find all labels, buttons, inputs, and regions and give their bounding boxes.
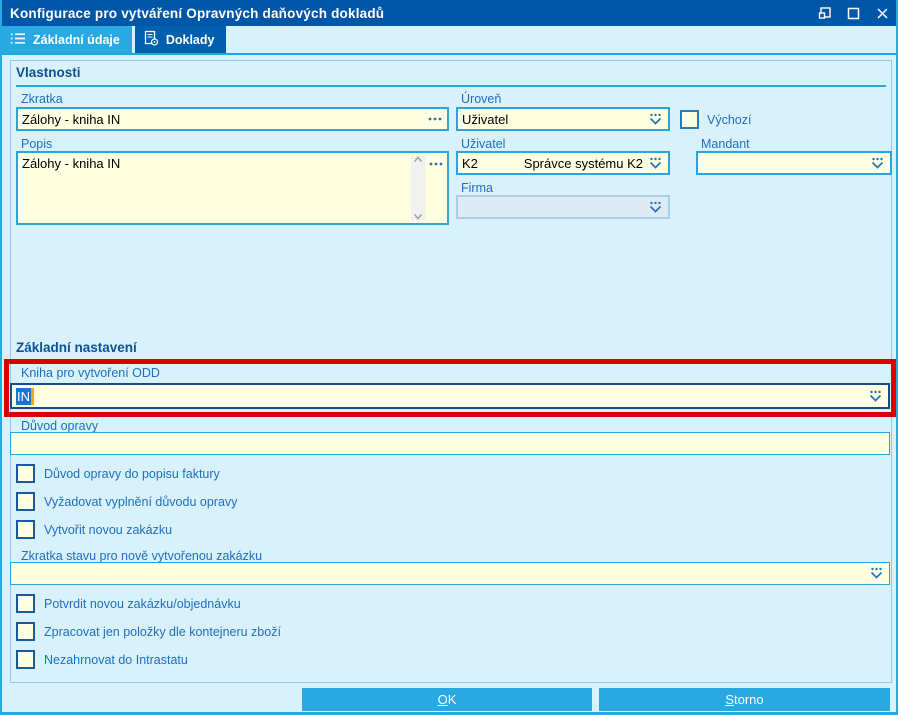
document-icon — [143, 30, 159, 49]
maximize-icon[interactable] — [846, 6, 861, 21]
uroven-value: Uživatel — [462, 111, 509, 127]
zkratka-field[interactable]: Zálohy - kniha IN — [16, 107, 449, 131]
kniha-odd-value: IN — [16, 387, 31, 405]
zkratka-stavu-label: Zkratka stavu pro nově vytvořenou zakázk… — [21, 549, 263, 563]
vychozi-label: Výchozí — [707, 113, 752, 127]
firma-label: Firma — [461, 181, 493, 195]
section-header-zakladni-nastaveni: Základní nastavení — [16, 340, 137, 355]
zpracovat-polozky-label: Zpracovat jen položky dle kontejneru zbo… — [44, 625, 281, 639]
mandant-label: Mandant — [701, 137, 750, 151]
zkratka-stavu-combo[interactable] — [10, 562, 890, 585]
vyzadovat-vyplneni-label: Vyžadovat vyplnění důvodu opravy — [44, 495, 238, 509]
uzivatel-combo[interactable]: K2 Správce systému K2 — [456, 151, 670, 175]
scrollbar[interactable] — [411, 156, 425, 220]
zkratka-value: Zálohy - kniha IN — [22, 111, 121, 127]
duvod-do-popisu-checkbox[interactable] — [16, 464, 35, 483]
uzivatel-name: Správce systému K2 — [523, 155, 643, 171]
duvod-opravy-field[interactable] — [10, 432, 890, 455]
zpracovat-polozky-checkbox[interactable] — [16, 622, 35, 641]
vytvorit-zakazku-label: Vytvořit novou zakázku — [44, 523, 173, 537]
nezahrnovat-intrastat-checkbox[interactable] — [16, 650, 35, 669]
dropdown-arrow-icon — [647, 201, 664, 214]
dropdown-arrow-icon[interactable] — [868, 567, 885, 580]
popis-textarea[interactable]: Zálohy - kniha IN — [16, 151, 449, 225]
storno-button-label-rest: torno — [734, 692, 764, 707]
ellipsis-icon[interactable] — [428, 161, 444, 167]
chevron-down-icon — [413, 214, 423, 220]
uroven-label: Úroveň — [461, 92, 502, 106]
tab-label: Základní údaje — [33, 32, 120, 47]
window-controls — [817, 6, 890, 21]
vytvorit-zakazku-checkbox[interactable] — [16, 520, 35, 539]
chevron-up-icon — [413, 156, 423, 162]
uzivatel-label: Uživatel — [461, 137, 506, 151]
nezahrnovat-intrastat-label: Nezahrnovat do Intrastatu — [44, 653, 188, 667]
window-title: Konfigurace pro vytváření Opravných daňo… — [10, 5, 385, 21]
dropdown-arrow-icon[interactable] — [869, 157, 886, 170]
storno-button-label: S — [725, 692, 735, 707]
vychozi-checkbox[interactable] — [680, 110, 699, 129]
kniha-odd-label: Kniha pro vytvoření ODD — [21, 366, 160, 380]
kniha-odd-combo[interactable]: IN — [10, 383, 890, 409]
list-icon — [10, 32, 26, 48]
ok-button-label-rest: K — [447, 692, 457, 707]
tab-label: Doklady — [165, 32, 215, 47]
dropdown-arrow-icon[interactable] — [647, 157, 664, 170]
restore-icon[interactable] — [817, 6, 832, 21]
section-divider — [16, 85, 886, 87]
duvod-do-popisu-label: Důvod opravy do popisu faktury — [44, 467, 220, 481]
popis-value: Zálohy - kniha IN — [22, 156, 121, 171]
potvrdit-zakazku-checkbox[interactable] — [16, 594, 35, 613]
mandant-combo[interactable] — [696, 151, 892, 175]
tab-doklady[interactable]: Doklady — [134, 26, 227, 53]
firma-combo — [456, 195, 670, 219]
zkratka-label: Zkratka — [21, 92, 63, 106]
text-caret — [31, 387, 34, 405]
dropdown-arrow-icon[interactable] — [867, 390, 884, 403]
popis-label: Popis — [21, 137, 53, 151]
dropdown-arrow-icon[interactable] — [647, 113, 664, 126]
duvod-opravy-label: Důvod opravy — [21, 419, 99, 433]
tab-zakladni-udaje[interactable]: Základní údaje — [2, 26, 132, 53]
section-header-vlastnosti: Vlastnosti — [16, 65, 81, 80]
tab-bar: Základní údaje Doklady — [2, 26, 896, 55]
ellipsis-icon[interactable] — [427, 116, 443, 122]
uzivatel-code: K2 — [462, 155, 478, 171]
ok-button-label: O — [437, 692, 448, 707]
title-bar: Konfigurace pro vytváření Opravných daňo… — [2, 0, 896, 26]
uroven-combo[interactable]: Uživatel — [456, 107, 670, 131]
vyzadovat-vyplneni-checkbox[interactable] — [16, 492, 35, 511]
potvrdit-zakazku-label: Potvrdit novou zakázku/objednávku — [44, 597, 241, 611]
close-icon[interactable] — [875, 6, 890, 21]
